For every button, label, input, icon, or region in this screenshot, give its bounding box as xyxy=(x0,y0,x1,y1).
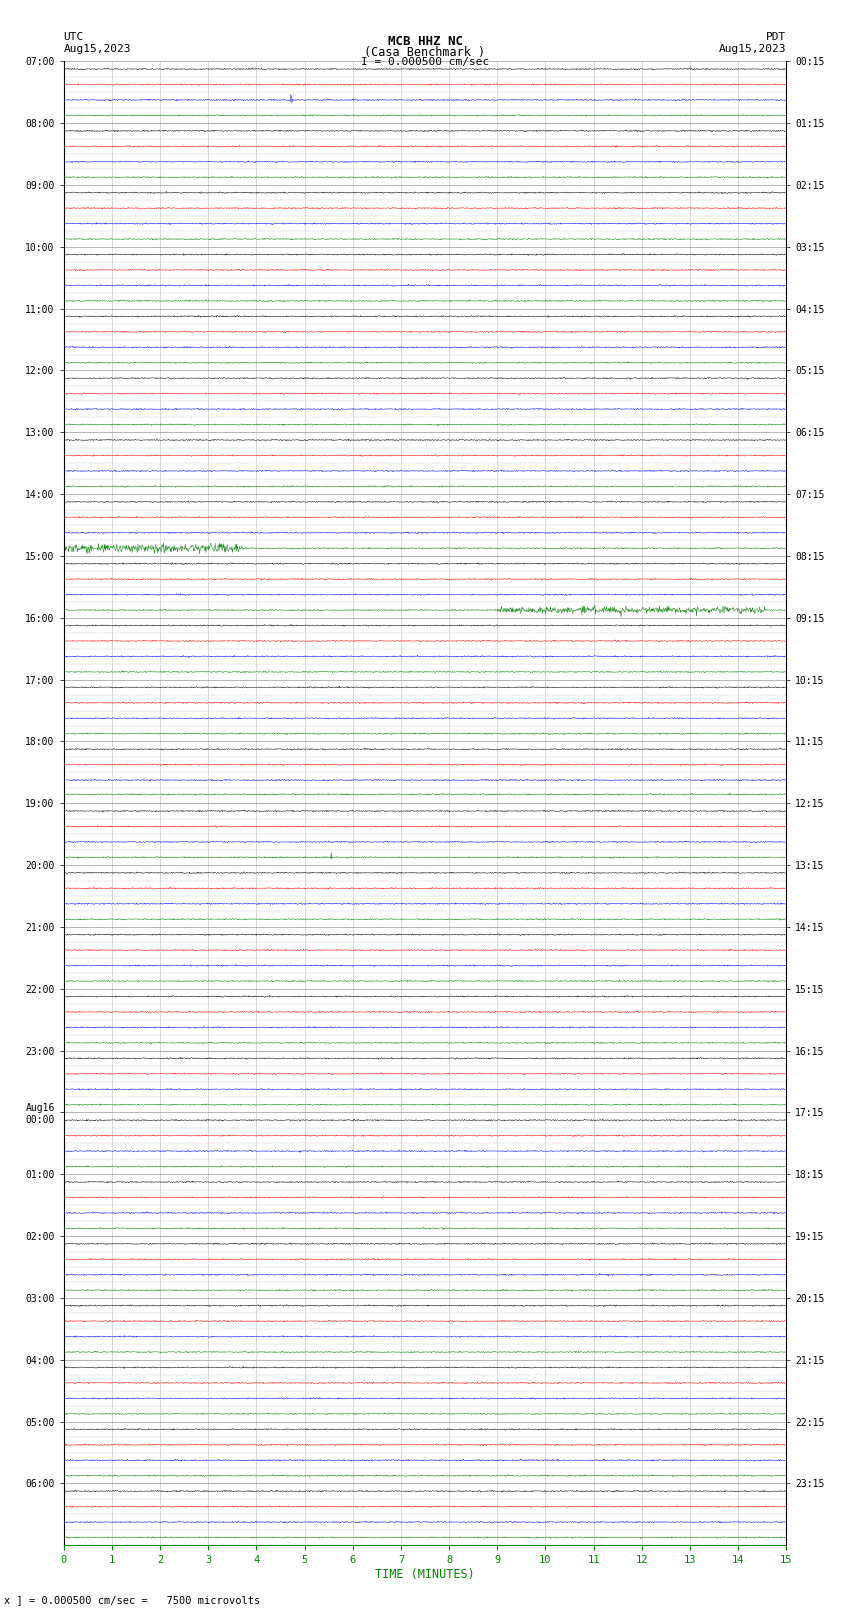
Text: (Casa Benchmark ): (Casa Benchmark ) xyxy=(365,45,485,60)
Text: UTC: UTC xyxy=(64,32,84,42)
Text: Aug15,2023: Aug15,2023 xyxy=(719,44,786,53)
Text: MCB HHZ NC: MCB HHZ NC xyxy=(388,35,462,48)
Text: I = 0.000500 cm/sec: I = 0.000500 cm/sec xyxy=(361,56,489,66)
Text: x ] = 0.000500 cm/sec =   7500 microvolts: x ] = 0.000500 cm/sec = 7500 microvolts xyxy=(4,1595,260,1605)
Text: PDT: PDT xyxy=(766,32,786,42)
Text: Aug15,2023: Aug15,2023 xyxy=(64,44,131,53)
X-axis label: TIME (MINUTES): TIME (MINUTES) xyxy=(375,1568,475,1581)
